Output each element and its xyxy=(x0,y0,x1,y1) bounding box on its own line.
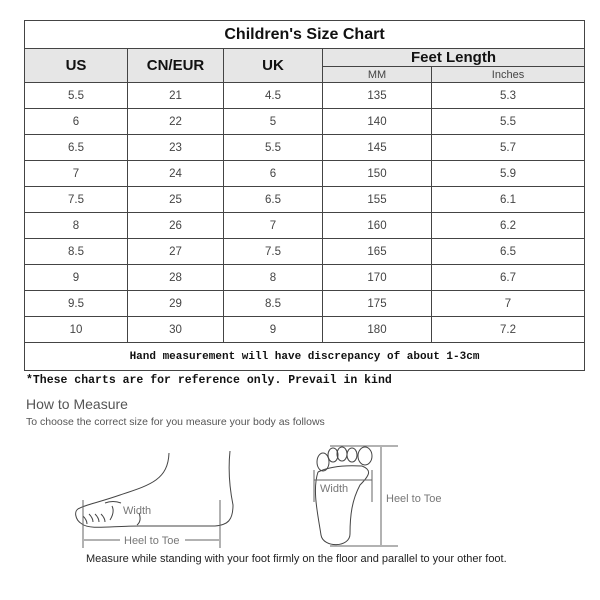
cell-us: 6 xyxy=(24,108,128,135)
cell-us: 8 xyxy=(24,212,128,239)
sole-length-label: Heel to Toe xyxy=(386,493,441,505)
chart-title: Children's Size Chart xyxy=(24,20,585,49)
side-width-label: Width xyxy=(123,505,151,517)
foot-measure-illustration: Width Heel to Toe Width Heel to Toe xyxy=(75,445,441,548)
header-us: US xyxy=(24,48,128,83)
measure-caption: Measure while standing with your foot fi… xyxy=(86,553,507,565)
cell-inches: 6.1 xyxy=(431,186,585,213)
cell-us: 10 xyxy=(24,316,128,343)
cell-uk: 8.5 xyxy=(223,290,323,317)
table-row: 6.5 23 5.5 145 5.7 xyxy=(24,134,585,161)
side-foot-icon xyxy=(75,450,234,548)
cell-mm: 140 xyxy=(322,108,432,135)
table-row: 9.5 29 8.5 175 7 xyxy=(24,290,585,317)
cell-mm: 150 xyxy=(322,160,432,187)
size-chart-table: Children's Size Chart US CN/EUR UK Feet … xyxy=(24,20,585,371)
cell-uk: 6.5 xyxy=(223,186,323,213)
discrepancy-note: Hand measurement will have discrepancy o… xyxy=(24,342,585,371)
table-row: 5.5 21 4.5 135 5.3 xyxy=(24,82,585,109)
cell-cn-eur: 23 xyxy=(127,134,224,161)
cell-cn-eur: 27 xyxy=(127,238,224,265)
cell-uk: 5 xyxy=(223,108,323,135)
table-row: 10 30 9 180 7.2 xyxy=(24,316,585,343)
header-feet-length: Feet Length xyxy=(322,48,585,67)
header-uk: UK xyxy=(223,48,323,83)
cell-inches: 7 xyxy=(431,290,585,317)
cell-cn-eur: 29 xyxy=(127,290,224,317)
cell-inches: 5.7 xyxy=(431,134,585,161)
header-cn-eur: CN/EUR xyxy=(127,48,224,83)
cell-uk: 7 xyxy=(223,212,323,239)
cell-uk: 8 xyxy=(223,264,323,291)
cell-us: 9.5 xyxy=(24,290,128,317)
table-row: 7 24 6 150 5.9 xyxy=(24,160,585,187)
table-row: 8 26 7 160 6.2 xyxy=(24,212,585,239)
header-mm: MM xyxy=(322,66,432,83)
how-to-measure-title: How to Measure xyxy=(26,396,128,412)
cell-mm: 165 xyxy=(322,238,432,265)
cell-inches: 6.2 xyxy=(431,212,585,239)
cell-cn-eur: 30 xyxy=(127,316,224,343)
cell-mm: 155 xyxy=(322,186,432,213)
sole-width-label: Width xyxy=(320,483,348,495)
cell-us: 7 xyxy=(24,160,128,187)
cell-cn-eur: 24 xyxy=(127,160,224,187)
how-to-measure-subtitle: To choose the correct size for you measu… xyxy=(26,416,325,428)
cell-uk: 6 xyxy=(223,160,323,187)
cell-mm: 175 xyxy=(322,290,432,317)
reference-note: *These charts are for reference only. Pr… xyxy=(26,374,392,387)
cell-cn-eur: 21 xyxy=(127,82,224,109)
table-row: 7.5 25 6.5 155 6.1 xyxy=(24,186,585,213)
cell-inches: 6.7 xyxy=(431,264,585,291)
table-row: 8.5 27 7.5 165 6.5 xyxy=(24,238,585,265)
sole-foot-icon xyxy=(313,445,398,547)
cell-mm: 135 xyxy=(322,82,432,109)
table-row: 9 28 8 170 6.7 xyxy=(24,264,585,291)
cell-cn-eur: 22 xyxy=(127,108,224,135)
cell-inches: 5.3 xyxy=(431,82,585,109)
table-row: 6 22 5 140 5.5 xyxy=(24,108,585,135)
cell-cn-eur: 26 xyxy=(127,212,224,239)
cell-uk: 4.5 xyxy=(223,82,323,109)
cell-mm: 180 xyxy=(322,316,432,343)
cell-us: 7.5 xyxy=(24,186,128,213)
cell-uk: 5.5 xyxy=(223,134,323,161)
cell-cn-eur: 28 xyxy=(127,264,224,291)
cell-us: 8.5 xyxy=(24,238,128,265)
cell-mm: 170 xyxy=(322,264,432,291)
cell-mm: 145 xyxy=(322,134,432,161)
cell-us: 5.5 xyxy=(24,82,128,109)
cell-us: 9 xyxy=(24,264,128,291)
cell-mm: 160 xyxy=(322,212,432,239)
cell-inches: 5.5 xyxy=(431,108,585,135)
cell-us: 6.5 xyxy=(24,134,128,161)
header-inches: Inches xyxy=(431,66,585,83)
cell-cn-eur: 25 xyxy=(127,186,224,213)
cell-inches: 5.9 xyxy=(431,160,585,187)
side-length-label: Heel to Toe xyxy=(124,535,179,547)
cell-uk: 7.5 xyxy=(223,238,323,265)
cell-inches: 6.5 xyxy=(431,238,585,265)
cell-inches: 7.2 xyxy=(431,316,585,343)
cell-uk: 9 xyxy=(223,316,323,343)
